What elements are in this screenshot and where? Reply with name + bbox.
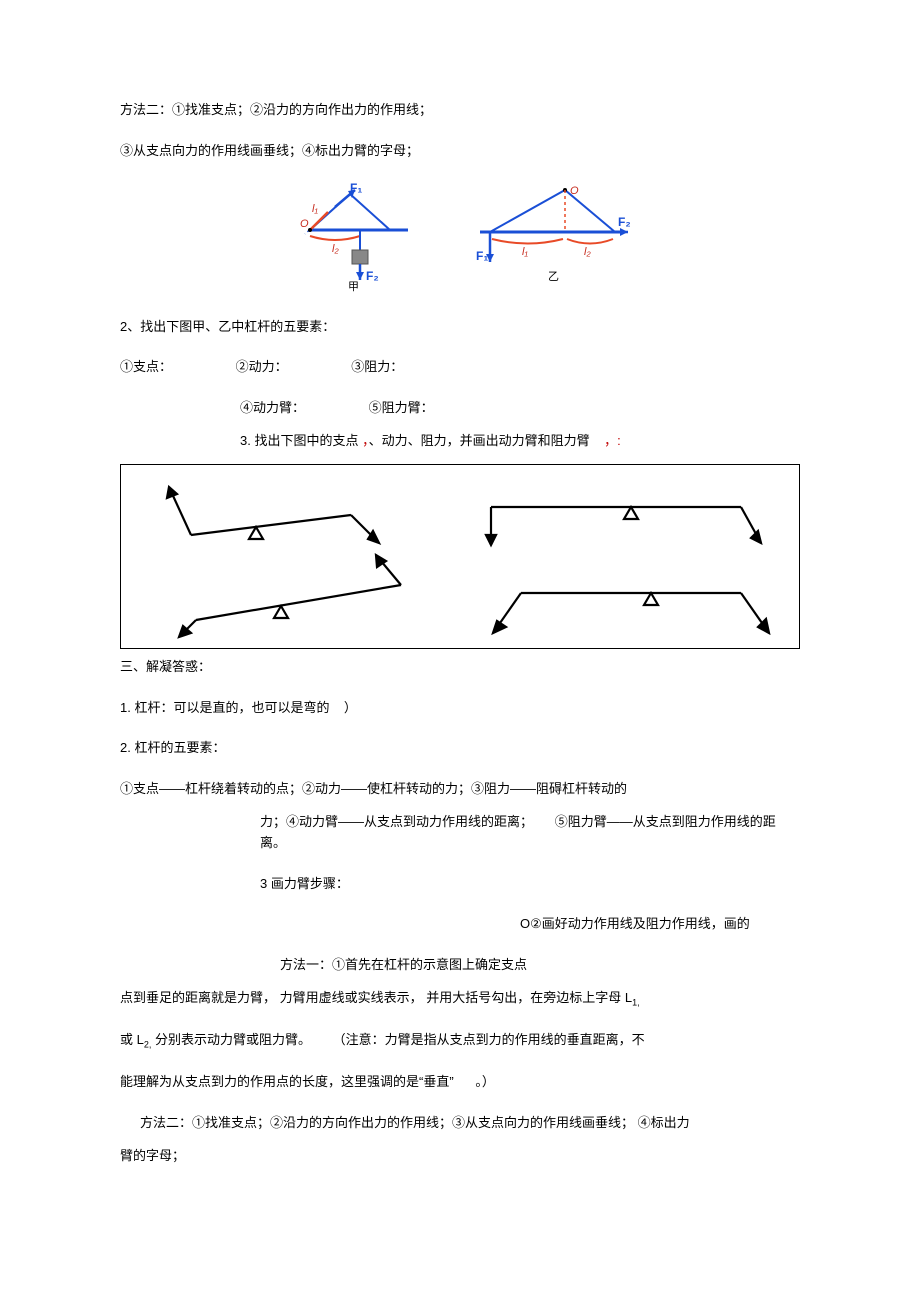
- ans1-paren: ）: [344, 700, 357, 715]
- svg-text:乙: 乙: [548, 270, 559, 283]
- svg-text:F₂: F₂: [366, 269, 379, 283]
- ans1-text: 1. 杠杆：可以是直的，也可以是弯的: [120, 700, 329, 715]
- diagram-yi: O l₁ l₂ F₁ F₂ 乙: [470, 182, 630, 292]
- svg-text:甲: 甲: [348, 281, 359, 292]
- ans3-p2a: 或 L: [120, 1032, 144, 1047]
- ans2-line2a: 力；④动力臂——从支点到动力作用线的距离；: [260, 814, 533, 829]
- ans3-p3: 能理解为从支点到力的作用点的长度，这里强调的是“垂直” 。）: [120, 1072, 800, 1093]
- ans3-p2: 或 L2, 分别表示动力臂或阻力臂。 （注意：力臂是指从支点到力的作用线的垂直距…: [120, 1030, 800, 1052]
- item-fulcrum: ①支点：: [120, 357, 172, 378]
- method2-repeat-b: 臂的字母；: [120, 1146, 800, 1167]
- ans1: 1. 杠杆：可以是直的，也可以是弯的 ）: [120, 698, 800, 719]
- ans3-p2c: （注意：力臂是指从支点到力的作用线的垂直距离，不: [333, 1032, 645, 1047]
- svg-text:F₂: F₂: [618, 215, 630, 229]
- svg-text:l₂: l₂: [584, 246, 591, 258]
- svg-text:l₁: l₁: [312, 203, 318, 215]
- q2-items-row2: ④动力臂： ⑤阻力臂：: [120, 398, 800, 419]
- section3-heading: 三、解凝答惑：: [120, 657, 800, 678]
- diagram-jia: O l₁ l₂ F₁ F₂ 甲: [290, 182, 420, 292]
- ans3-p1a: 点到垂足的距离就是力臂， 力臂用虚线或实线表示， 并用大括号勾出，在旁边标上字母…: [120, 990, 632, 1005]
- paragraph-method2-a: 方法二：①找准支点；②沿力的方向作出力的作用线；: [120, 100, 800, 121]
- item-load-arm: ⑤阻力臂：: [369, 398, 434, 419]
- item-load: ③阻力：: [351, 357, 403, 378]
- ans3-p3b: 。）: [475, 1074, 495, 1089]
- q2-heading: 2、找出下图甲、乙中杠杆的五要素：: [120, 317, 800, 338]
- ans3-heading: 3 画力臂步骤：: [120, 874, 800, 895]
- ans3-p1-sub: 1,: [632, 998, 640, 1008]
- svg-text:l₁: l₁: [522, 246, 528, 258]
- q3-num: 3.: [240, 433, 251, 448]
- ans2-line2: 力；④动力臂——从支点到动力作用线的距离； ⑤阻力臂——从支点到阻力作用线的距离…: [120, 812, 800, 854]
- ans3-p1: 点到垂足的距离就是力臂， 力臂用虚线或实线表示， 并用大括号勾出，在旁边标上字母…: [120, 988, 800, 1010]
- q3-mark2: ，:: [604, 433, 621, 448]
- svg-text:F₁: F₁: [476, 249, 488, 263]
- ans2-line1: ①支点——杠杆绕着转动的点；②动力——使杠杆转动的力；③阻力——阻碍杠杆转动的: [120, 779, 800, 800]
- ans3-p2b: 分别表示动力臂或阻力臂。: [151, 1032, 311, 1047]
- svg-text:O: O: [300, 218, 309, 230]
- q3-text-a: 找出下图中的支点: [251, 433, 362, 448]
- paragraph-method2-b: ③从支点向力的作用线画垂线；④标出力臂的字母；: [120, 141, 800, 162]
- svg-text:F₁: F₁: [350, 182, 362, 195]
- q3-text-b: 、动力、阻力，并画出动力臂和阻力臂: [369, 433, 590, 448]
- item-effort-arm: ④动力臂：: [240, 398, 305, 419]
- ans2-heading: 2. 杠杆的五要素：: [120, 738, 800, 759]
- ans3-p3a: 能理解为从支点到力的作用点的长度，这里强调的是“垂直”: [120, 1074, 454, 1089]
- lever-exercise-box: [120, 464, 800, 649]
- item-effort: ②动力：: [236, 357, 288, 378]
- svg-text:l₂: l₂: [332, 243, 339, 255]
- ans3-right: O②画好动力作用线及阻力作用线，画的: [120, 914, 800, 935]
- ans3-method1: 方法一：①首先在杠杆的示意图上确定支点: [120, 955, 800, 976]
- top-diagram-row: O l₁ l₂ F₁ F₂ 甲 O l₁ l₂: [120, 182, 800, 292]
- method2-repeat-a: 方法二：①找准支点；②沿力的方向作出力的作用线；③从支点向力的作用线画垂线； ④…: [120, 1113, 800, 1134]
- q2-items-row1: ①支点： ②动力： ③阻力：: [120, 357, 800, 378]
- q3-heading: 3. 找出下图中的支点 ，、动力、阻力，并画出动力臂和阻力臂 ，:: [120, 431, 800, 452]
- svg-text:O: O: [570, 185, 579, 197]
